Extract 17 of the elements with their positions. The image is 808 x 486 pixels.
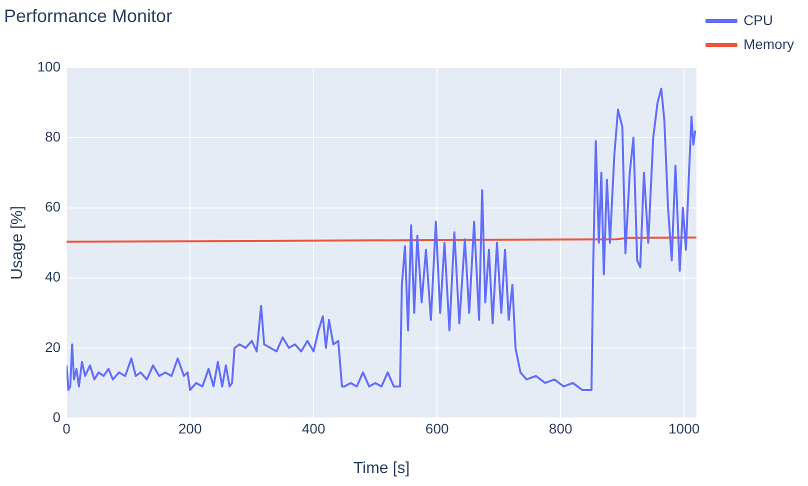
x-tick-label: 1000 xyxy=(668,420,700,436)
legend-label: Memory xyxy=(743,36,794,52)
x-axis-title: Time [s] xyxy=(353,460,410,477)
x-tick-label: 800 xyxy=(548,420,572,436)
y-axis-title: Usage [%] xyxy=(9,206,26,280)
y-tick-label: 40 xyxy=(44,268,61,285)
y-tick-label: 80 xyxy=(44,128,61,145)
y-tick-label: 60 xyxy=(44,198,61,215)
legend-label: CPU xyxy=(743,12,774,28)
x-tick-label: 0 xyxy=(62,420,71,436)
y-tick-label: 100 xyxy=(37,58,61,74)
x-tick-label: 600 xyxy=(425,420,449,436)
y-tick-label: 20 xyxy=(44,338,61,355)
x-tick-label: 200 xyxy=(178,420,202,436)
y-tick-label: 0 xyxy=(52,408,61,425)
chart-title: Performance Monitor xyxy=(4,6,172,26)
x-tick-label: 400 xyxy=(302,420,326,436)
